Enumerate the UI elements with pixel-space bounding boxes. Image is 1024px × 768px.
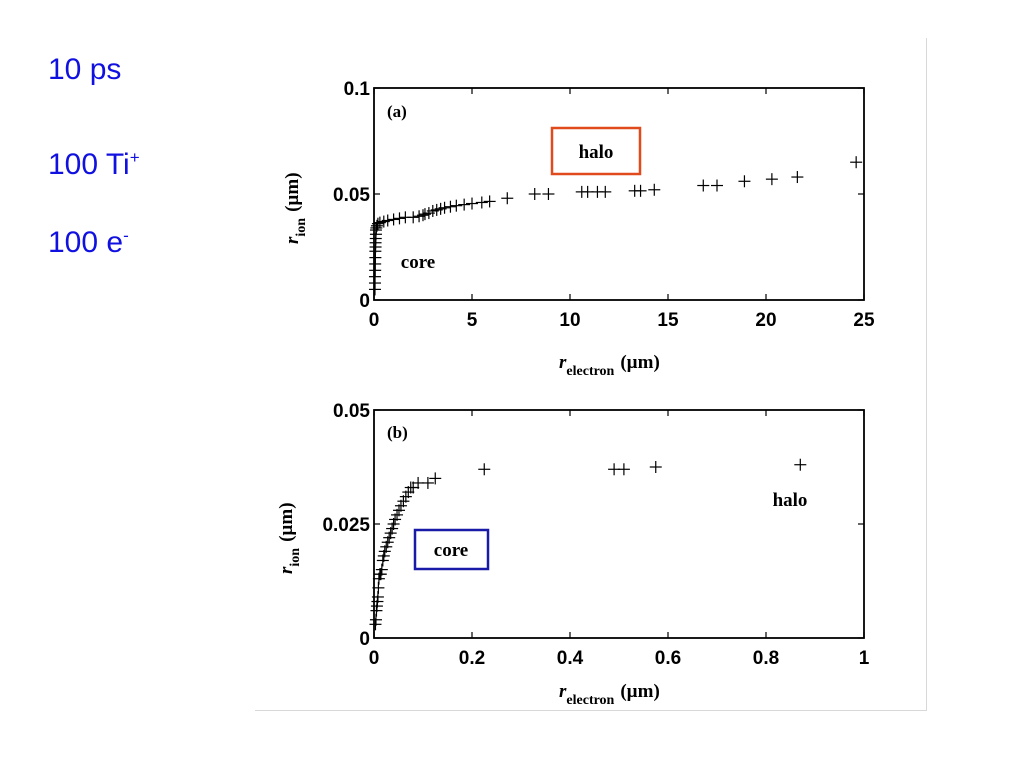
data-point (791, 171, 804, 184)
halo-annotation: halo (773, 490, 808, 511)
ions-label: 100 Ti+ (48, 148, 140, 181)
data-point (450, 199, 463, 212)
y-axis-label: rion(µm) (282, 172, 309, 244)
x-tick-label: 0.8 (753, 648, 779, 669)
x-tick-label: 10 (559, 310, 580, 331)
data-point (850, 156, 863, 169)
x-axis-label: relectron (µm) (559, 352, 660, 379)
data-point (387, 213, 400, 226)
panel-a: 0 5 10 15 20 25 0 0.05 0.1 (a) halo core relectron (µ… (282, 79, 875, 379)
core-annotation-box (413, 528, 490, 571)
data-point (483, 195, 496, 208)
x-tick-label: 0 (369, 648, 380, 669)
data-point (407, 211, 420, 224)
data-point (393, 212, 406, 225)
data-point (381, 214, 394, 227)
y-tick-label: 0.05 (333, 185, 370, 206)
panel-label: (a) (387, 102, 407, 121)
y-tick-label: 0.025 (322, 515, 370, 536)
data-point (648, 183, 661, 196)
x-tick-label: 0.4 (557, 648, 584, 669)
data-point (444, 200, 457, 213)
y-tick-label: 0 (359, 629, 370, 650)
data-point (711, 179, 723, 192)
data-point (371, 217, 384, 230)
x-tick-label: 0.2 (459, 648, 485, 669)
data-point (370, 219, 383, 232)
y-tick-label: 0.1 (344, 79, 371, 100)
plot-frame (373, 409, 865, 639)
data-point (438, 201, 451, 214)
x-tick-label: 0.6 (655, 648, 681, 669)
panel-label: (b) (387, 423, 408, 442)
data-point (475, 196, 488, 209)
data-point (617, 463, 630, 476)
data-point (649, 461, 662, 473)
data-point (421, 476, 434, 489)
y-tick-label: 0.05 (333, 401, 370, 422)
x-tick-label: 25 (853, 310, 875, 331)
plot-frame (373, 87, 865, 301)
data-point (794, 458, 807, 471)
figure-frame-bottom (255, 710, 927, 711)
data-point (501, 192, 514, 205)
panel-b: 0 0.2 0.4 0.6 0.8 1 0 0.025 0.05 (b) halo core relec… (276, 401, 870, 708)
data-point (528, 188, 541, 200)
y-tick-label: 0 (359, 291, 370, 312)
x-tick-label: 5 (467, 310, 478, 331)
figure-frame-right (926, 38, 927, 710)
data-point (466, 197, 478, 210)
y-axis-label: rion(µm) (276, 502, 303, 574)
data-point (478, 463, 491, 476)
electrons-label: 100 e- (48, 226, 129, 259)
data-point (765, 173, 778, 186)
data-point (429, 472, 442, 485)
data-point (634, 184, 647, 197)
x-tick-label: 15 (657, 310, 679, 331)
x-axis-label: relectron (µm) (559, 681, 660, 708)
x-tick-label: 0 (369, 310, 380, 331)
duration-label: 10 ps (48, 53, 122, 86)
x-tick-label: 20 (755, 310, 776, 331)
data-point (375, 563, 388, 576)
core-annotation: core (401, 252, 435, 273)
data-point (417, 209, 429, 222)
halo-annotation: halo (579, 142, 614, 163)
data-point (697, 179, 710, 192)
data-point (542, 188, 555, 200)
data-point (599, 185, 612, 198)
x-tick-label: 1 (859, 648, 870, 669)
data-point (458, 198, 471, 211)
halo-annotation-box (550, 126, 642, 176)
core-annotation: core (434, 540, 468, 561)
data-point (738, 175, 751, 188)
